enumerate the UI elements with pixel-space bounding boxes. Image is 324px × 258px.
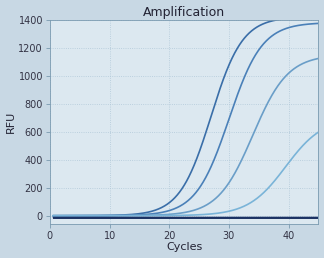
Title: Amplification: Amplification — [143, 6, 225, 19]
Y-axis label: RFU: RFU — [6, 111, 16, 133]
X-axis label: Cycles: Cycles — [166, 243, 202, 252]
